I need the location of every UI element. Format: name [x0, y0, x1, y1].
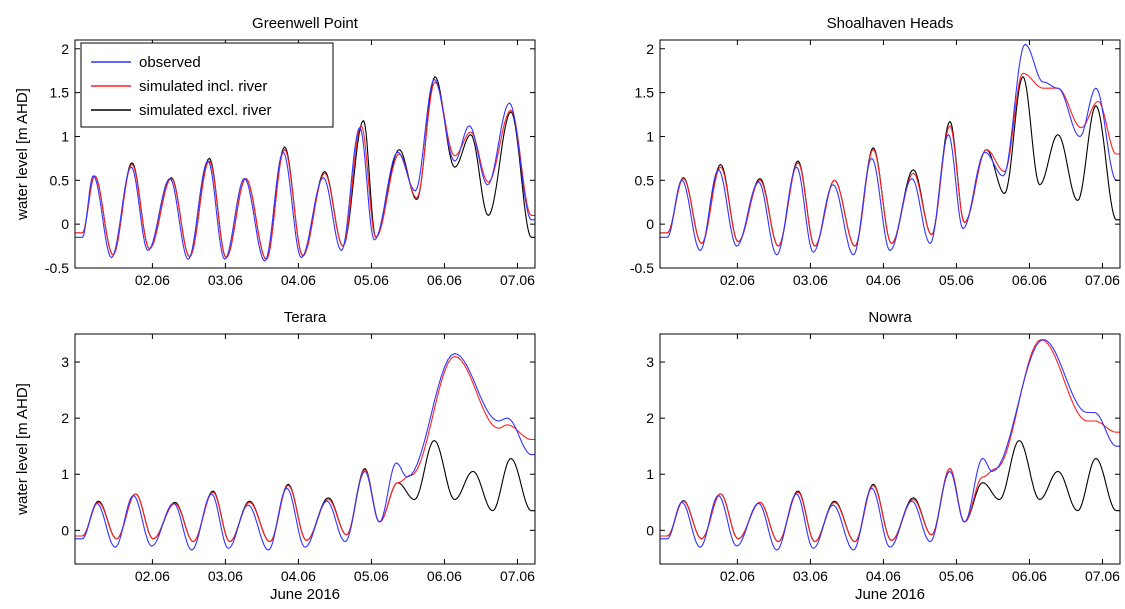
- x-tick-label: 04.06: [281, 272, 316, 288]
- x-tick-label: 02.06: [135, 568, 170, 584]
- x-tick-label: 04.06: [866, 272, 901, 288]
- x-tick-label: 06.06: [1012, 568, 1047, 584]
- plot-frame: [659, 39, 1121, 269]
- y-axis-label: water level [m AHD]: [14, 88, 31, 221]
- legend: observed simulated incl. river simulated e…: [80, 42, 334, 128]
- x-axis-label: June 2016: [270, 586, 340, 603]
- x-tick-label: 03.06: [793, 568, 828, 584]
- y-tick-label: 0: [646, 216, 654, 232]
- plot-frame: [659, 333, 1121, 565]
- x-tick-label: 02.06: [135, 272, 170, 288]
- panel-4: 02.06 03.06 04.06 05.06 06.06 07.06 0 1 2 3 Nowra J…: [646, 309, 1121, 603]
- legend-label: simulated excl. river: [139, 102, 272, 119]
- x-tick-label: 07.06: [1085, 568, 1120, 584]
- y-tick-label: 1: [61, 128, 69, 144]
- y-tick-label: 2: [646, 41, 654, 57]
- y-tick-label: 1: [61, 466, 69, 482]
- y-tick-label: 1.5: [50, 85, 70, 101]
- y-tick-label: 1.5: [635, 85, 655, 101]
- panels: 02.06 03.06 04.06 05.06 06.06 07.06 -0.5 0 0.5 1 1…: [14, 15, 1121, 603]
- x-tick-label: 05.06: [939, 272, 974, 288]
- panel-2: 02.06 03.06 04.06 05.06 06.06 07.06 -0.5 0 0.5 1 1…: [630, 15, 1121, 288]
- panel-title: Shoalhaven Heads: [827, 15, 954, 32]
- y-tick-label: -0.5: [45, 260, 69, 276]
- x-tick-label: 04.06: [281, 568, 316, 584]
- x-tick-label: 05.06: [354, 568, 389, 584]
- y-tick-label: 1: [646, 466, 654, 482]
- legend-label: simulated incl. river: [139, 78, 267, 95]
- y-tick-label: 0: [61, 216, 69, 232]
- legend-box: [80, 42, 334, 128]
- series-line-simulated-incl-river: [660, 72, 1120, 247]
- x-tick-label: 03.06: [208, 272, 243, 288]
- series-line-observed: [75, 78, 535, 262]
- plot-frame: [74, 333, 536, 565]
- series-line-observed: [660, 43, 1120, 256]
- y-tick-label: 0: [61, 522, 69, 538]
- y-tick-label: 1: [646, 128, 654, 144]
- y-axis-label: water level [m AHD]: [14, 383, 31, 516]
- y-tick-label: 3: [61, 354, 69, 370]
- series-line-simulated-incl-river: [660, 339, 1120, 543]
- panel-title: Terara: [284, 309, 327, 326]
- series-line-simulated-incl-river: [75, 355, 535, 543]
- panel-1: 02.06 03.06 04.06 05.06 06.06 07.06 -0.5 0 0.5 1 1…: [14, 15, 536, 288]
- y-tick-label: 2: [646, 410, 654, 426]
- panel-title: Greenwell Point: [252, 15, 359, 32]
- series-line-observed: [660, 339, 1120, 551]
- series-line-observed: [75, 353, 535, 551]
- x-tick-label: 03.06: [208, 568, 243, 584]
- x-tick-label: 07.06: [500, 272, 535, 288]
- y-tick-label: 0.5: [635, 172, 655, 188]
- x-tick-label: 06.06: [427, 568, 462, 584]
- x-tick-label: 05.06: [939, 568, 974, 584]
- x-tick-label: 04.06: [866, 568, 901, 584]
- x-tick-label: 02.06: [720, 568, 755, 584]
- y-tick-label: 2: [61, 41, 69, 57]
- panel-title: Nowra: [868, 309, 912, 326]
- y-tick-label: 0.5: [50, 172, 70, 188]
- x-tick-label: 06.06: [1012, 272, 1047, 288]
- x-tick-label: 06.06: [427, 272, 462, 288]
- y-tick-label: 0: [646, 522, 654, 538]
- y-tick-label: 2: [61, 410, 69, 426]
- x-tick-label: 05.06: [354, 272, 389, 288]
- x-tick-label: 07.06: [1085, 272, 1120, 288]
- x-tick-label: 07.06: [500, 568, 535, 584]
- plot-frame: [74, 39, 536, 269]
- y-tick-label: -0.5: [630, 260, 654, 276]
- x-tick-label: 02.06: [720, 272, 755, 288]
- panel-3: 02.06 03.06 04.06 05.06 06.06 07.06 0 1 2 3 Terara…: [14, 309, 536, 603]
- x-tick-label: 03.06: [793, 272, 828, 288]
- legend-label: observed: [139, 54, 201, 71]
- x-axis-label: June 2016: [855, 586, 925, 603]
- y-tick-label: 3: [646, 354, 654, 370]
